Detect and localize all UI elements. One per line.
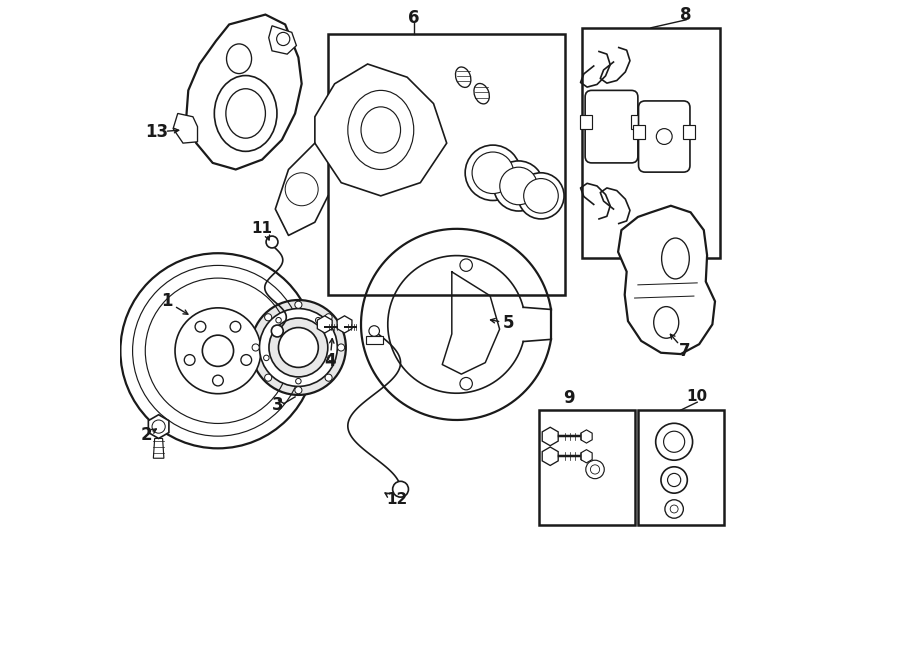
Circle shape xyxy=(275,318,282,323)
Circle shape xyxy=(661,467,688,493)
Bar xyxy=(631,115,644,129)
Text: 3: 3 xyxy=(272,396,284,414)
Circle shape xyxy=(272,325,284,337)
Circle shape xyxy=(460,259,473,271)
Circle shape xyxy=(278,328,319,367)
Circle shape xyxy=(586,460,604,479)
Polygon shape xyxy=(618,206,715,354)
FancyBboxPatch shape xyxy=(585,91,638,163)
Text: 11: 11 xyxy=(252,221,273,236)
Bar xyxy=(581,28,720,258)
Circle shape xyxy=(241,355,252,365)
Bar xyxy=(539,410,634,526)
Circle shape xyxy=(265,314,272,321)
Bar xyxy=(328,34,565,295)
Circle shape xyxy=(325,374,332,381)
Circle shape xyxy=(276,32,290,46)
Circle shape xyxy=(665,500,683,518)
Text: 1: 1 xyxy=(161,293,172,310)
Text: 4: 4 xyxy=(324,352,336,369)
Circle shape xyxy=(493,161,544,211)
Circle shape xyxy=(295,387,302,394)
Circle shape xyxy=(500,167,537,205)
FancyBboxPatch shape xyxy=(638,101,690,172)
Ellipse shape xyxy=(226,89,266,138)
Circle shape xyxy=(663,431,685,452)
Polygon shape xyxy=(186,15,302,169)
Text: 13: 13 xyxy=(145,123,168,141)
Circle shape xyxy=(121,253,316,448)
Text: 5: 5 xyxy=(502,314,514,332)
Circle shape xyxy=(266,236,278,248)
Ellipse shape xyxy=(227,44,252,73)
Ellipse shape xyxy=(653,307,679,338)
Polygon shape xyxy=(269,26,296,54)
Circle shape xyxy=(369,326,380,336)
Circle shape xyxy=(338,344,345,351)
Circle shape xyxy=(251,300,346,395)
Ellipse shape xyxy=(347,91,414,169)
Ellipse shape xyxy=(455,67,471,87)
Text: 12: 12 xyxy=(387,492,408,506)
Polygon shape xyxy=(173,113,197,143)
Circle shape xyxy=(670,505,678,513)
Polygon shape xyxy=(315,64,446,196)
Circle shape xyxy=(590,465,599,474)
Circle shape xyxy=(259,308,338,387)
Ellipse shape xyxy=(361,107,400,153)
Circle shape xyxy=(518,173,564,219)
Circle shape xyxy=(230,321,241,332)
Circle shape xyxy=(269,318,328,377)
Circle shape xyxy=(295,379,302,384)
Text: 6: 6 xyxy=(408,9,419,27)
Circle shape xyxy=(328,355,333,361)
Circle shape xyxy=(295,301,302,308)
Ellipse shape xyxy=(662,238,689,279)
Bar xyxy=(366,336,382,344)
Circle shape xyxy=(265,374,272,381)
Text: 2: 2 xyxy=(141,426,153,444)
Ellipse shape xyxy=(474,83,490,104)
Circle shape xyxy=(472,152,514,193)
Circle shape xyxy=(392,481,409,497)
Ellipse shape xyxy=(214,75,277,152)
Text: 8: 8 xyxy=(680,5,692,24)
Bar xyxy=(638,410,724,526)
Circle shape xyxy=(184,355,195,365)
Text: 9: 9 xyxy=(562,389,574,407)
Circle shape xyxy=(285,173,319,206)
Circle shape xyxy=(315,318,321,323)
Circle shape xyxy=(264,355,269,361)
Circle shape xyxy=(668,473,680,487)
Circle shape xyxy=(212,375,223,386)
Polygon shape xyxy=(153,438,164,458)
Bar xyxy=(634,124,645,139)
Circle shape xyxy=(195,321,206,332)
Text: 10: 10 xyxy=(687,389,707,404)
Bar xyxy=(683,124,695,139)
Circle shape xyxy=(656,423,693,460)
Bar xyxy=(580,115,591,129)
Circle shape xyxy=(524,179,558,213)
Circle shape xyxy=(325,314,332,321)
Circle shape xyxy=(465,145,520,201)
Circle shape xyxy=(202,335,234,366)
Text: 7: 7 xyxy=(679,342,690,359)
Circle shape xyxy=(175,308,261,394)
Circle shape xyxy=(252,344,259,351)
Circle shape xyxy=(460,377,473,390)
